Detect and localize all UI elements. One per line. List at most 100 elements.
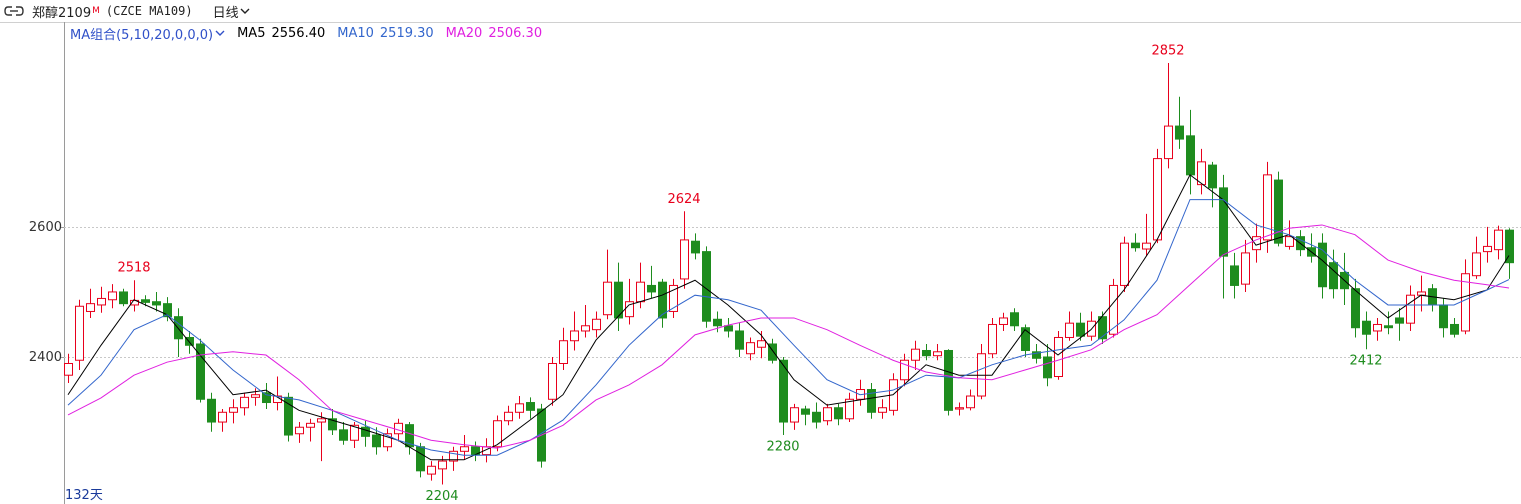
legend-entry: MA10 2519.30: [337, 26, 433, 41]
ma-line: [67, 174, 1510, 461]
candle-body: [636, 281, 645, 303]
candle-body: [1252, 236, 1261, 251]
candle-body: [735, 330, 744, 350]
candle-body: [669, 284, 678, 312]
candle-body: [911, 348, 920, 361]
candle-body: [207, 398, 216, 423]
legend-value: 2506.30: [488, 25, 543, 41]
candle-body: [1098, 316, 1107, 340]
candle-body: [581, 325, 590, 332]
candle-body: [86, 303, 95, 312]
candle-body: [449, 450, 458, 462]
candle-body: [801, 408, 810, 415]
candle-body: [647, 284, 656, 293]
candle-body: [75, 305, 84, 361]
candle-body: [108, 291, 117, 301]
period-selector[interactable]: 日线: [212, 5, 239, 21]
candle-body: [416, 446, 425, 472]
candle-body: [1197, 161, 1206, 186]
candle-body: [350, 424, 359, 441]
candle-body: [394, 422, 403, 435]
candle-body: [383, 433, 392, 448]
low-label: 2412: [1349, 354, 1382, 369]
candle-body: [1043, 356, 1052, 379]
candle-body: [570, 330, 579, 342]
candle-body: [1175, 125, 1184, 140]
candle-body: [614, 281, 623, 319]
candle-body: [790, 407, 799, 423]
candle-body: [1461, 273, 1470, 332]
candle-body: [1076, 322, 1085, 337]
candle-body: [1186, 135, 1195, 176]
candle-body: [812, 411, 821, 423]
candle-body: [1406, 294, 1415, 324]
candle-body: [1373, 323, 1382, 332]
candle-body: [1494, 229, 1503, 251]
candle-body: [988, 323, 997, 355]
candle-body: [141, 299, 150, 303]
candle-body: [1505, 229, 1514, 264]
candle-body: [460, 446, 469, 452]
app-icon: [4, 6, 24, 16]
candle-body: [680, 239, 689, 280]
candle-body: [1384, 325, 1393, 329]
candle-body: [1032, 351, 1041, 359]
candle-body: [867, 389, 876, 413]
candle-body: [284, 396, 293, 436]
high-label: 2624: [667, 192, 700, 207]
candle-body: [317, 418, 326, 423]
candle-body: [174, 316, 183, 340]
candle-body: [559, 340, 568, 364]
legend-value: 2556.40: [271, 25, 326, 41]
legend-name: MA10: [337, 25, 374, 41]
candle-body: [427, 465, 436, 475]
candle-body: [515, 403, 524, 413]
ma-group[interactable]: MA组合(5,10,20,0,0,0): [70, 27, 214, 43]
candle-body: [746, 342, 755, 355]
candle-body: [768, 343, 777, 361]
candle-body: [922, 349, 931, 357]
candle-body: [1164, 125, 1173, 160]
candle-body: [196, 343, 205, 400]
candle-body: [1395, 317, 1404, 324]
candle-body: [229, 407, 238, 413]
candle-body: [1417, 291, 1426, 296]
ma-line: [67, 224, 1510, 449]
candle-body: [779, 359, 788, 423]
candle-body: [1054, 336, 1063, 378]
ma-group-chevron[interactable]: [213, 28, 227, 38]
candle-body: [493, 420, 502, 448]
candle-body: [1142, 242, 1151, 250]
candle-body: [834, 407, 843, 420]
candle-body: [603, 281, 612, 316]
candle-body: [251, 394, 260, 398]
period-chevron[interactable]: [239, 6, 251, 16]
candle-body: [372, 434, 381, 448]
ma-legend: MA组合(5,10,20,0,0,0) MA5 2556.40 MA10 2519.3…: [70, 24, 554, 43]
candle-body: [933, 351, 942, 357]
candle-body: [1439, 304, 1448, 329]
legend-entry: MA5 2556.40: [237, 26, 325, 41]
candle-body: [119, 291, 128, 305]
candle-body: [152, 301, 161, 306]
candle-body: [823, 407, 832, 422]
candle-body: [1241, 252, 1250, 285]
candle-body: [878, 407, 887, 413]
candle-body: [64, 362, 73, 376]
candle-body: [1362, 320, 1371, 335]
candle-body: [1219, 187, 1228, 257]
candle-body: [262, 392, 271, 404]
candle-body: [1208, 164, 1217, 189]
candle-body: [999, 317, 1008, 325]
candle-body: [163, 303, 172, 318]
legend-entry: MA20 2506.30: [446, 26, 542, 41]
candle-body: [1450, 323, 1459, 335]
symbol-title: 郑醇2109: [32, 5, 92, 21]
symbol-code: (CZCE MA109): [105, 4, 193, 18]
candle-body: [944, 349, 953, 411]
candle-body: [1483, 245, 1492, 253]
candle-body: [713, 318, 722, 327]
candle-body: [361, 426, 370, 437]
